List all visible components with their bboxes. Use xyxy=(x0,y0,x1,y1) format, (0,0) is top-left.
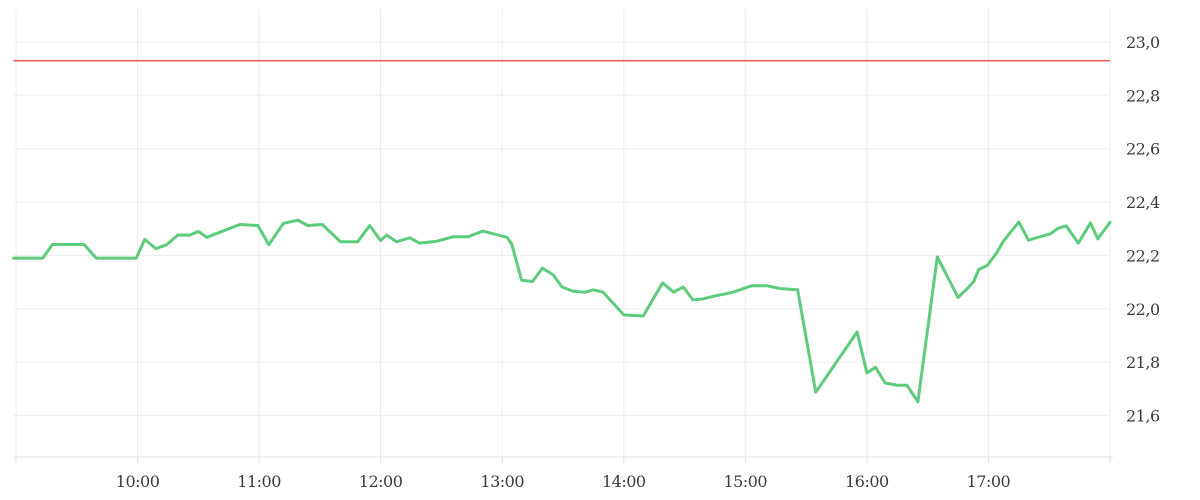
y-axis-label: 23,0 xyxy=(1126,33,1160,52)
x-axis-label: 14:00 xyxy=(602,472,646,491)
y-axis-label: 22,0 xyxy=(1126,300,1160,319)
y-axis-label: 21,6 xyxy=(1126,406,1160,425)
x-axis-label: 13:00 xyxy=(480,472,524,491)
x-axis-label: 17:00 xyxy=(967,472,1011,491)
x-axis-label: 16:00 xyxy=(845,472,889,491)
x-axis-label: 15:00 xyxy=(723,472,767,491)
x-axis-label: 11:00 xyxy=(237,472,281,491)
x-axis-label: 12:00 xyxy=(359,472,403,491)
x-axis-label: 10:00 xyxy=(116,472,160,491)
y-axis-label: 22,8 xyxy=(1126,86,1160,105)
y-axis-label: 22,4 xyxy=(1126,193,1160,212)
y-axis-label: 22,2 xyxy=(1126,246,1160,265)
y-axis-label: 21,8 xyxy=(1126,353,1160,372)
y-axis-label: 22,6 xyxy=(1126,140,1160,159)
price-line-series xyxy=(12,218,1112,404)
